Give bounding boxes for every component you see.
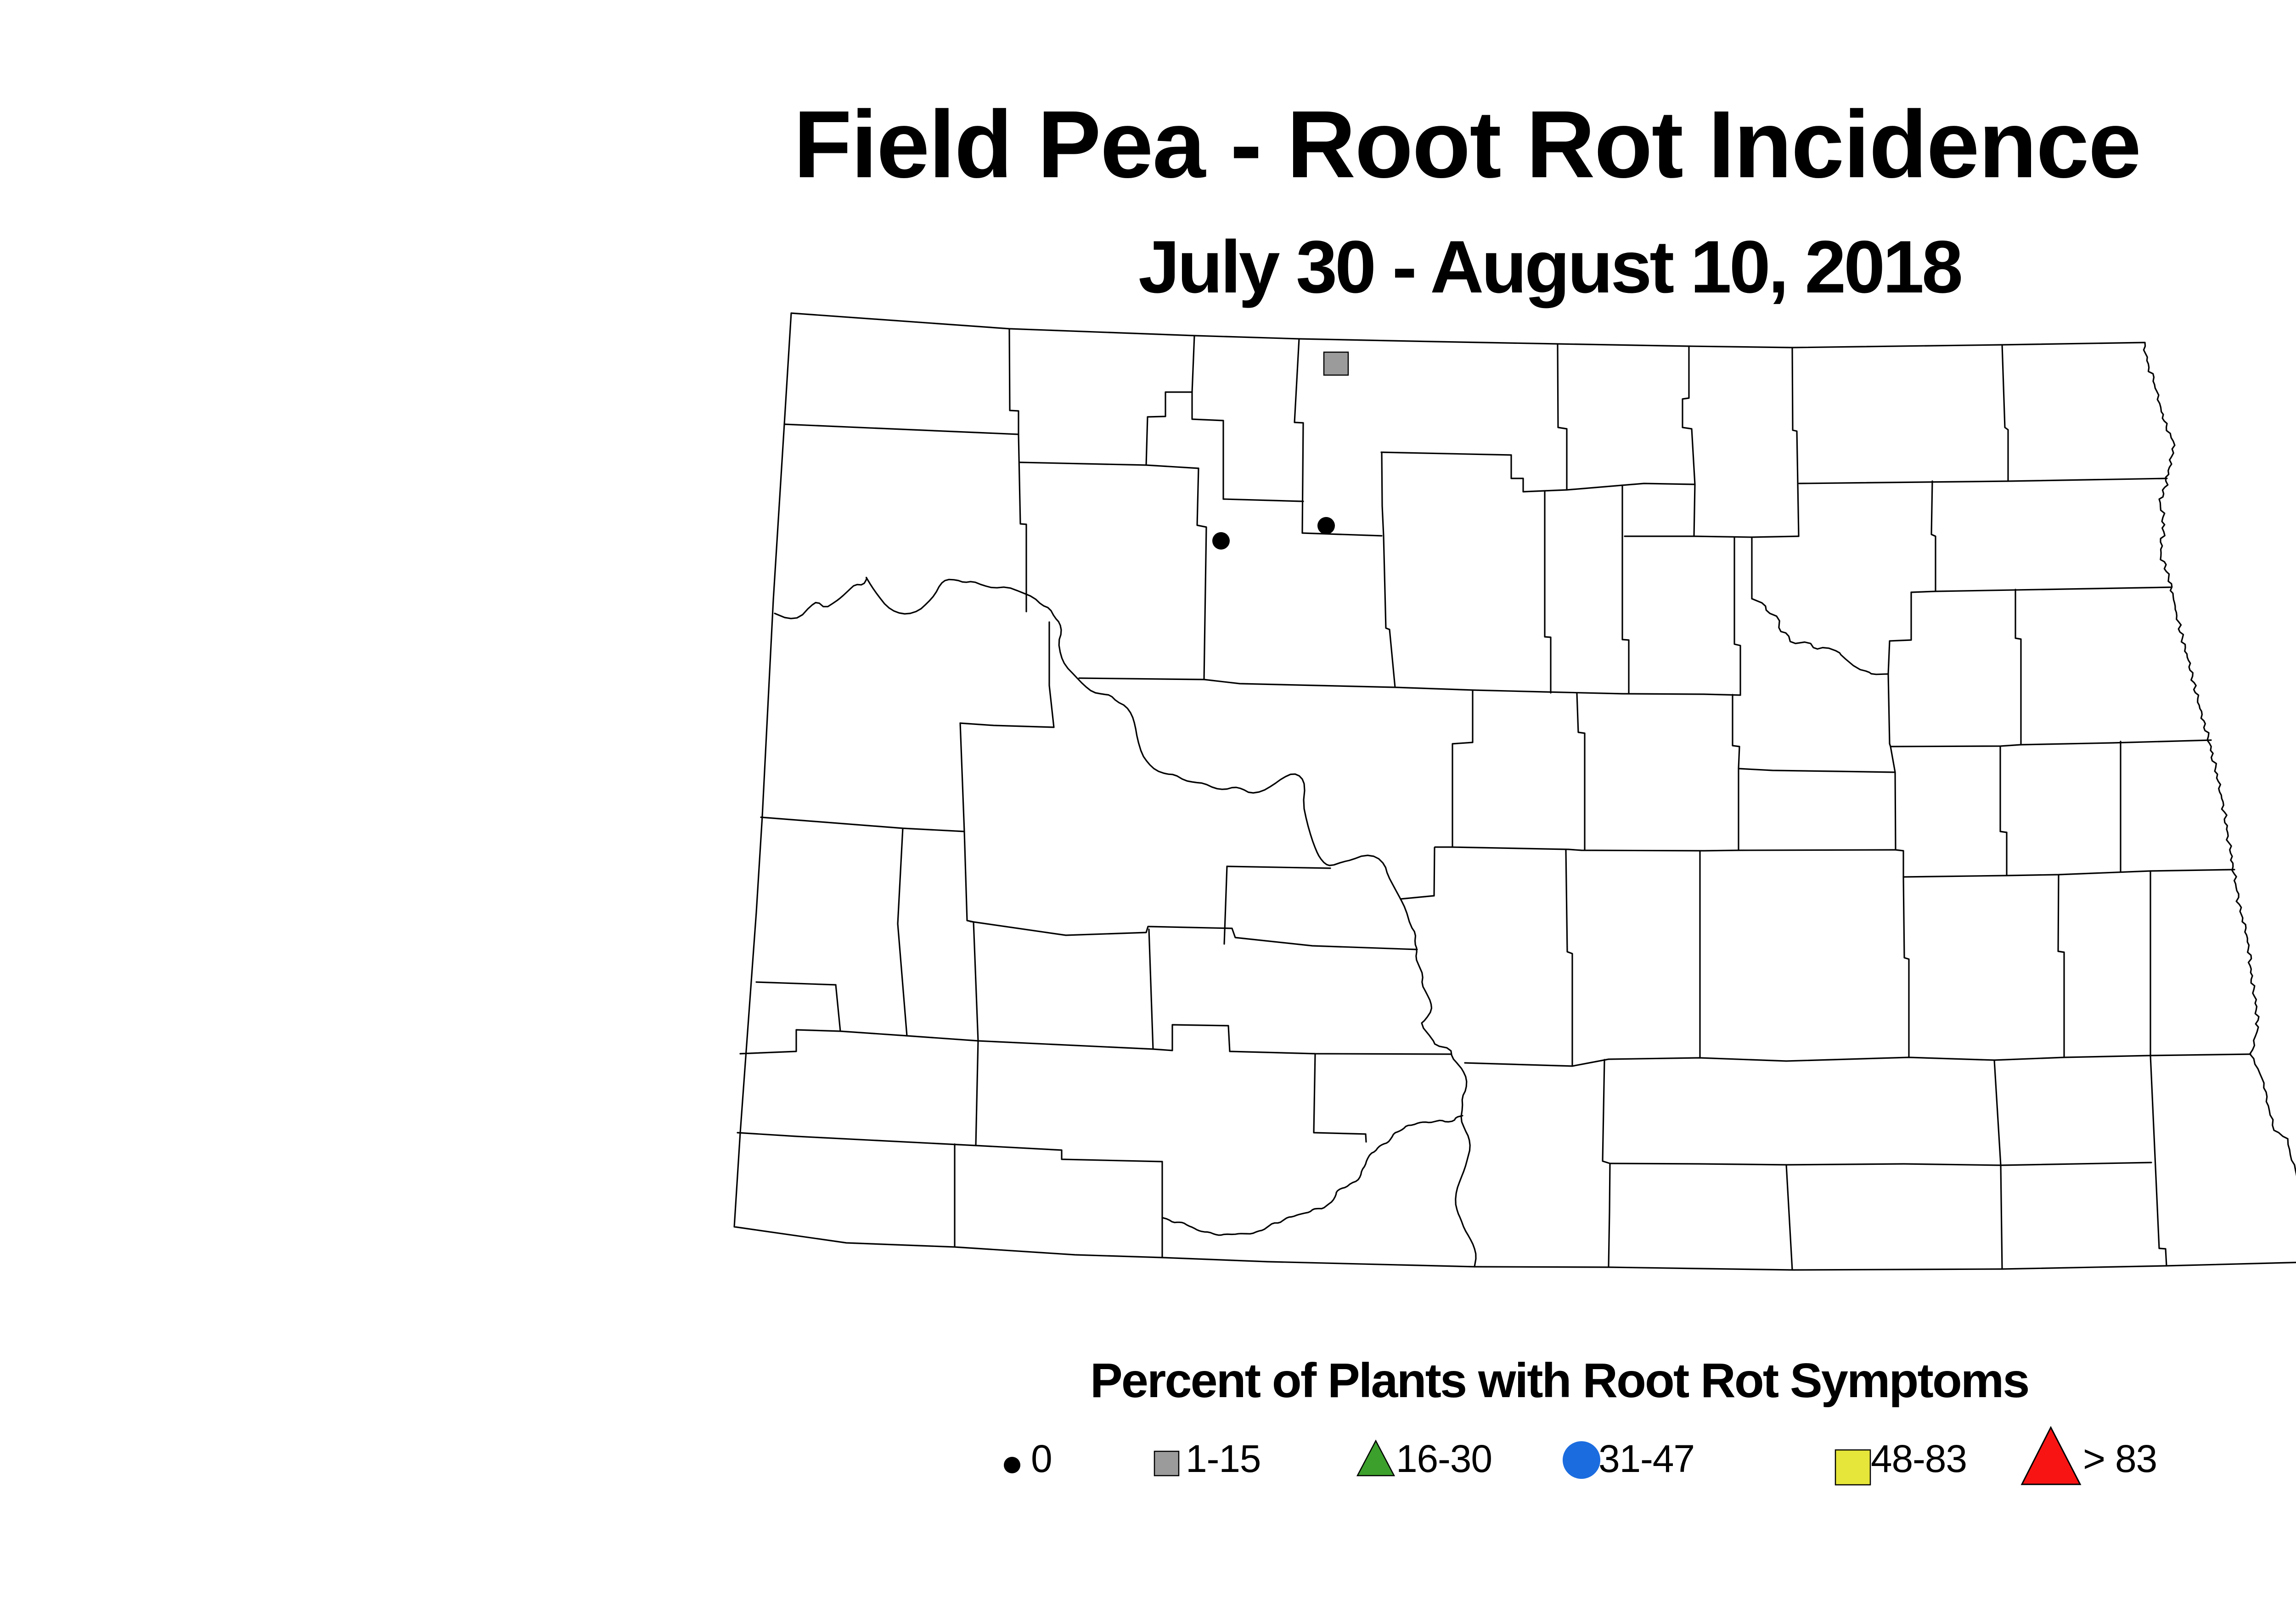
svg-text:16-30: 16-30 bbox=[1396, 1437, 1492, 1480]
svg-text:> 83: > 83 bbox=[2083, 1437, 2157, 1480]
svg-text:July 30 - August 10, 2018: July 30 - August 10, 2018 bbox=[1138, 225, 1961, 309]
svg-text:Percent of Plants with Root Ro: Percent of Plants with Root Rot Symptoms bbox=[1090, 1354, 2029, 1408]
svg-text:31-47: 31-47 bbox=[1598, 1437, 1694, 1480]
svg-text:1-15: 1-15 bbox=[1186, 1437, 1261, 1480]
svg-text:Field Pea - Root Rot Incidence: Field Pea - Root Rot Incidence bbox=[793, 91, 2140, 198]
svg-text:48-83: 48-83 bbox=[1871, 1437, 1967, 1480]
svg-text:0: 0 bbox=[1031, 1437, 1052, 1480]
